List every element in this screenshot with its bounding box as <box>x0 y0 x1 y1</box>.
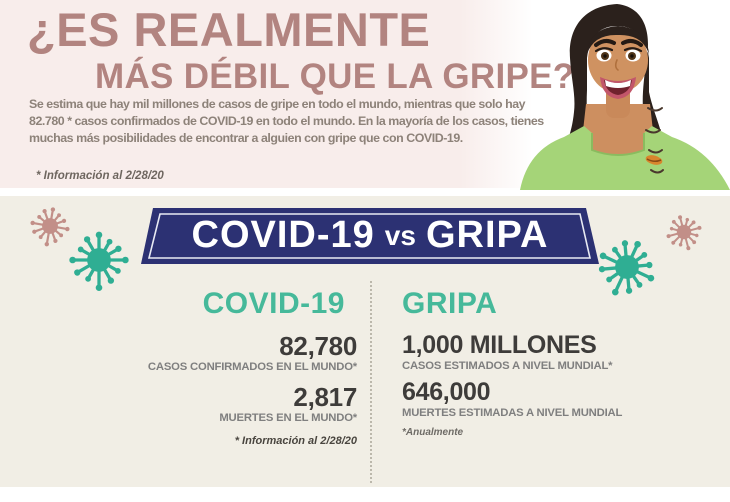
woman-illustration <box>520 0 730 190</box>
gripa-cases-label: CASOS ESTIMADOS A NIVEL MUNDIAL* <box>402 360 613 372</box>
page-title-line2: MÁS DÉBIL QUE LA GRIPE? <box>95 57 575 96</box>
banner-vs-label: vs <box>384 220 416 251</box>
covid-cases-label: CASOS CONFIRMADOS EN EL MUNDO* <box>147 361 357 373</box>
header-section: ¿ES REALMENTE MÁS DÉBIL QUE LA GRIPE? Se… <box>0 0 730 190</box>
gripa-deaths-label: MUERTES ESTIMADAS A NIVEL MUNDIAL <box>402 406 623 419</box>
banner-gripa-label: GRIPA <box>425 213 549 256</box>
banner-covid-label: COVID-19 <box>191 213 375 256</box>
column-divider <box>370 281 372 483</box>
covid-cases-value: 82,780 <box>279 331 357 361</box>
gripa-deaths-value: 646,000 <box>402 377 491 406</box>
comparison-section: COVID-19 vs GRIPA COVID-19 82,780 CASOS … <box>0 196 730 487</box>
gripa-column: GRIPA 1,000 MILLONES CASOS ESTIMADOS A N… <box>402 287 730 438</box>
covid-deaths-value: 2,817 <box>293 381 357 412</box>
banner-title: COVID-19 vs GRIPA <box>139 206 601 264</box>
gripa-footnote: *Anualmente <box>402 426 464 438</box>
covid-column: COVID-19 82,780 CASOS CONFIRMADOS EN EL … <box>110 287 357 447</box>
header-footnote: * Información al 2/28/20 <box>36 170 164 182</box>
page-title-line1: ¿ES REALMENTE <box>27 3 431 56</box>
covid-column-title: COVID-19 <box>202 287 345 320</box>
covid-deaths-label: MUERTES EN EL MUNDO* <box>219 411 357 424</box>
covid-vs-gripa-banner: COVID-19 vs GRIPA <box>139 206 601 266</box>
intro-paragraph: Se estima que hay mil millones de casos … <box>29 97 544 146</box>
gripa-cases-value: 1,000 MILLONES <box>402 331 597 359</box>
gripa-column-title: GRIPA <box>402 287 498 320</box>
virus-icon-teal-left <box>66 227 132 293</box>
covid-footnote: * Información al 2/28/20 <box>234 434 357 447</box>
